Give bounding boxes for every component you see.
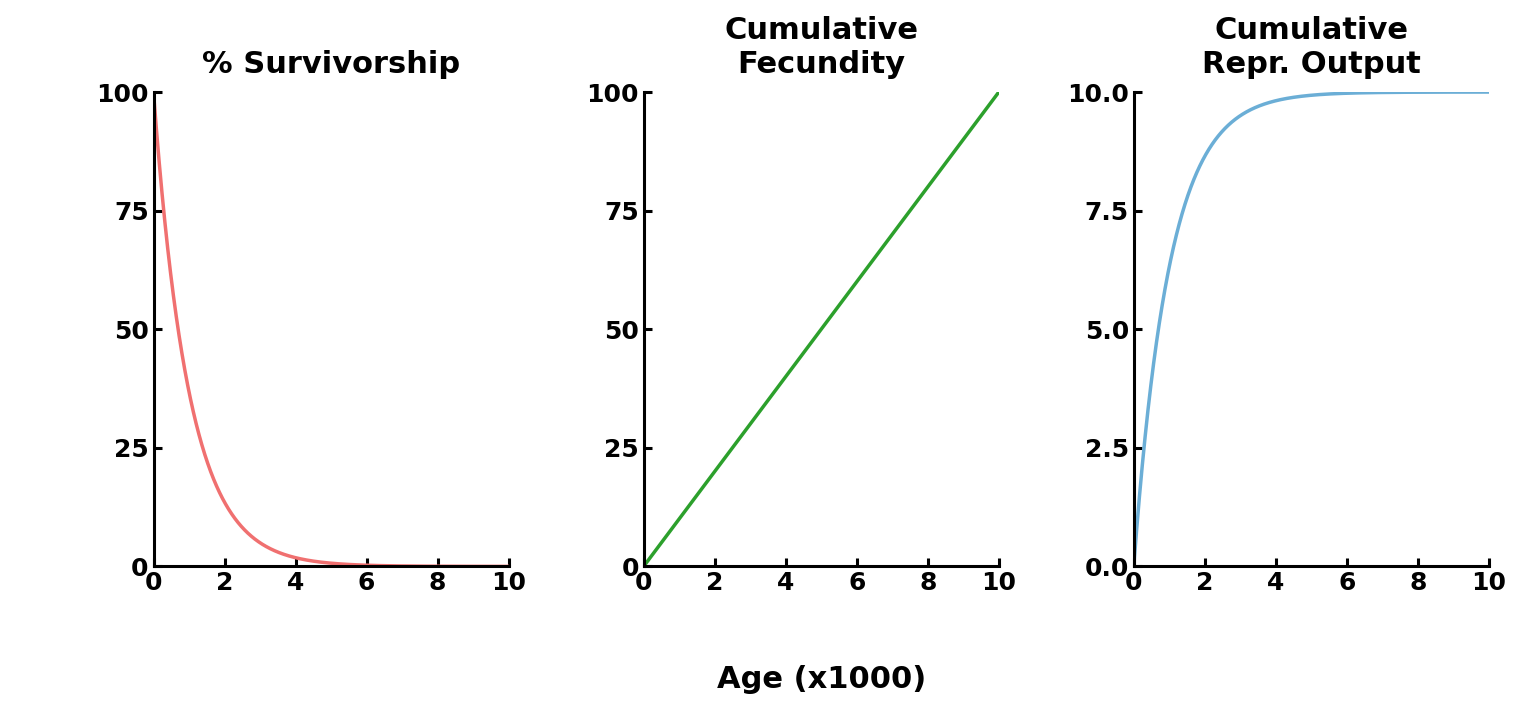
Text: Age (x1000): Age (x1000) (717, 666, 926, 694)
Title: Cumulative
Fecundity: Cumulative Fecundity (725, 16, 918, 79)
Title: % Survivorship: % Survivorship (203, 50, 460, 79)
Title: Cumulative
Repr. Output: Cumulative Repr. Output (1202, 16, 1421, 79)
